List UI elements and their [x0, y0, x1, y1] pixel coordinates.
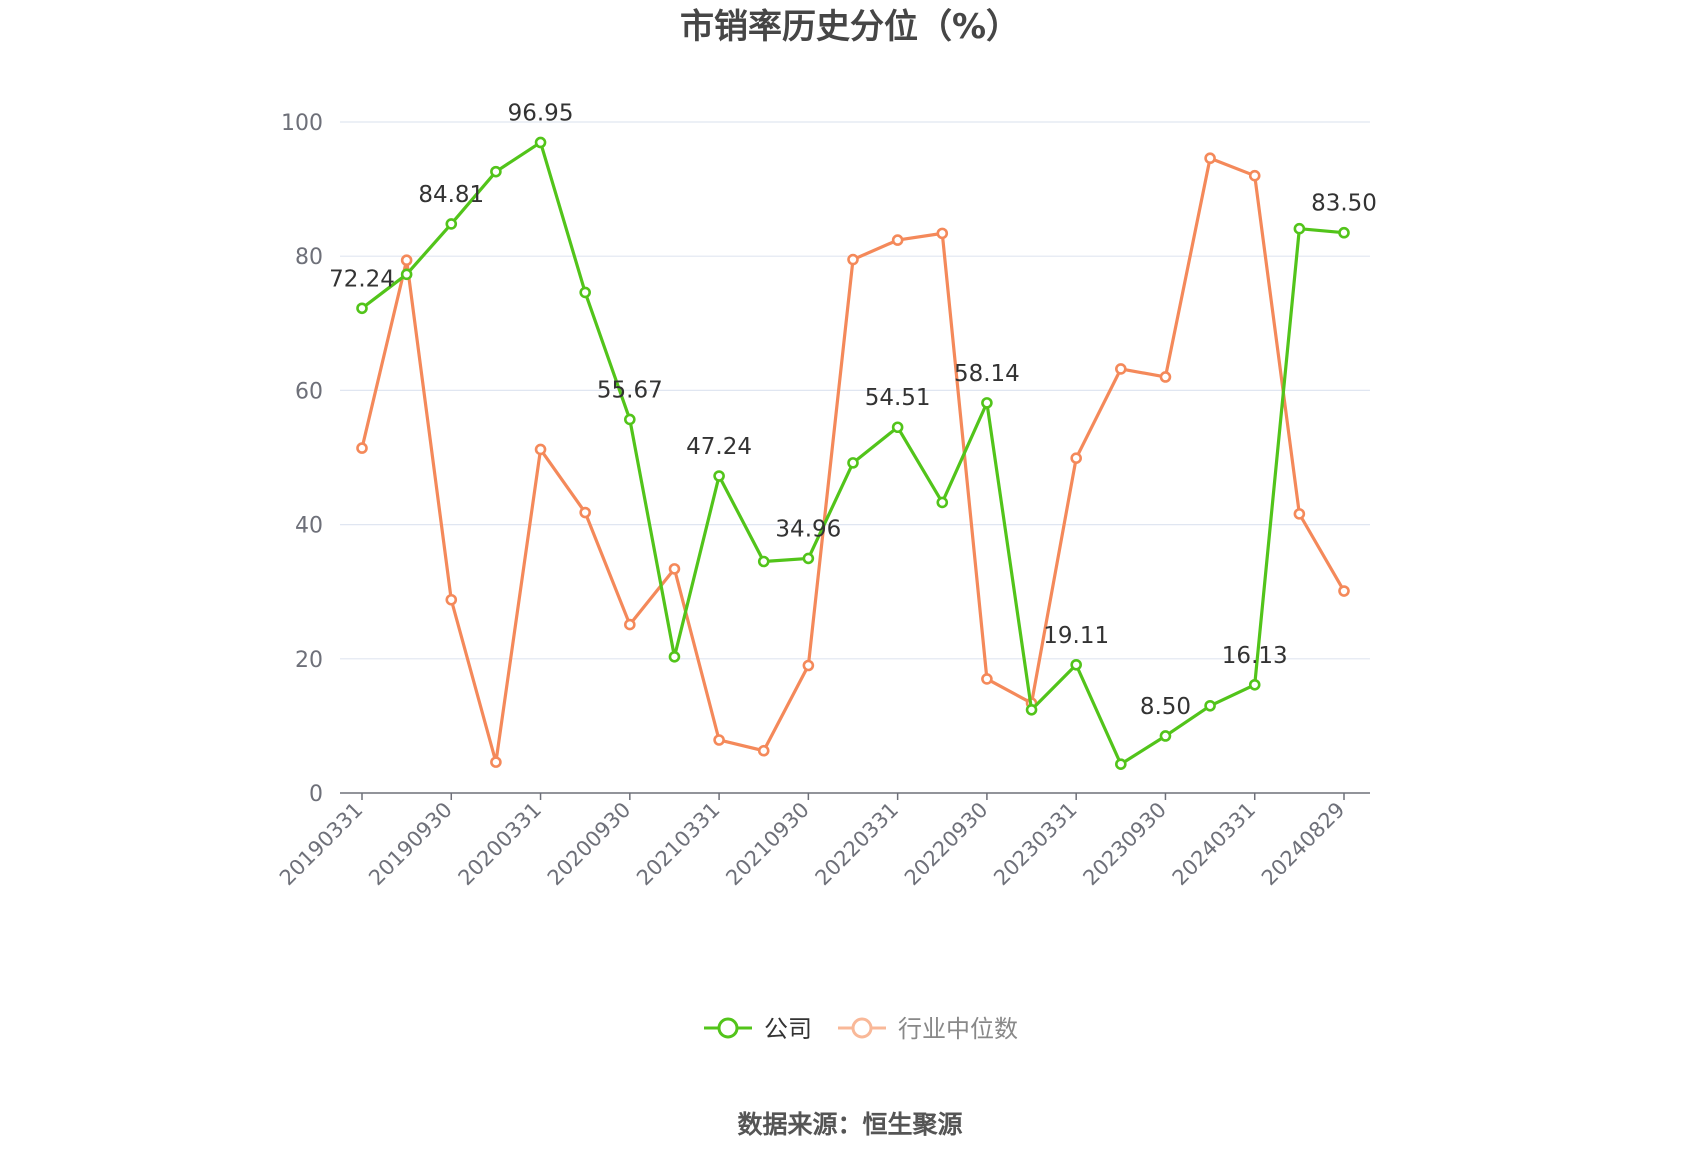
data-point[interactable] [400, 268, 413, 281]
data-point[interactable] [1248, 678, 1261, 691]
data-point[interactable] [534, 443, 547, 456]
data-point[interactable] [1115, 363, 1127, 375]
data-point[interactable] [936, 496, 949, 509]
data-point[interactable] [356, 442, 368, 454]
data-point[interactable] [445, 218, 458, 230]
data-label: 55.67 [597, 377, 663, 403]
series-industry-median [356, 152, 1350, 768]
data-point[interactable] [847, 253, 859, 266]
data-point[interactable] [891, 421, 904, 434]
data-point[interactable] [579, 286, 591, 299]
x-tick-label: 20240331 [1168, 798, 1261, 891]
x-tick-label: 20220930 [900, 798, 993, 891]
data-point[interactable] [1070, 452, 1082, 464]
data-point[interactable] [713, 734, 725, 746]
data-point[interactable] [891, 234, 904, 246]
data-point[interactable] [1070, 658, 1082, 671]
data-point[interactable] [802, 659, 815, 672]
data-label: 54.51 [865, 385, 931, 411]
data-label: 58.14 [954, 361, 1020, 387]
data-label: 19.11 [1043, 623, 1109, 649]
data-point[interactable] [579, 506, 591, 519]
y-axis: 0 20 40 60 80 100 [281, 111, 323, 807]
x-tick-label: 20210331 [632, 798, 725, 891]
x-tick-label: 20190331 [275, 798, 368, 891]
x-tick-label: 20200331 [454, 798, 547, 891]
x-tick-label: 20220331 [811, 798, 904, 891]
series-layer [356, 136, 1350, 770]
data-point[interactable] [1115, 758, 1127, 770]
data-point[interactable] [1159, 371, 1172, 383]
data-point[interactable] [936, 227, 949, 240]
y-tick-label: 80 [295, 245, 323, 270]
data-point[interactable] [1204, 152, 1216, 165]
data-point[interactable] [356, 302, 368, 315]
x-tick-label: 20190930 [364, 798, 457, 891]
data-point[interactable] [400, 254, 413, 267]
x-tick-label: 20240829 [1257, 798, 1350, 891]
y-tick-label: 100 [281, 111, 323, 136]
data-point[interactable] [802, 552, 815, 565]
data-point[interactable] [1248, 169, 1261, 182]
data-label: 84.81 [418, 182, 484, 208]
data-point[interactable] [534, 136, 547, 149]
data-point[interactable] [490, 756, 502, 768]
x-tick-label: 20230331 [989, 798, 1082, 891]
legend-item-company[interactable]: 公司 [704, 1015, 812, 1043]
legend-label-company: 公司 [764, 1015, 812, 1043]
grid-lines [340, 121, 1370, 660]
data-label: 96.95 [508, 100, 574, 126]
legend-item-industry-median[interactable]: 行业中位数 [838, 1015, 1018, 1043]
data-label: 72.24 [329, 266, 395, 292]
data-point[interactable] [1025, 703, 1038, 716]
data-point[interactable] [668, 563, 681, 575]
y-tick-label: 20 [295, 648, 323, 673]
data-point[interactable] [847, 457, 859, 469]
data-labels: 72.24 84.81 96.95 55.67 47.24 34.96 54.51 58.14… [329, 100, 1377, 719]
data-label: 8.50 [1140, 694, 1191, 720]
data-point[interactable] [757, 744, 770, 757]
y-tick-label: 40 [295, 514, 323, 539]
x-tick-label: 20200930 [543, 798, 636, 891]
data-label: 34.96 [775, 516, 841, 542]
data-point[interactable] [981, 397, 993, 409]
chart-title: 市销率历史分位（%） [680, 7, 1020, 47]
data-point[interactable] [1204, 699, 1216, 712]
x-axis: 2019033120190930202003312020093020210331… [275, 792, 1370, 891]
data-point[interactable] [668, 650, 681, 663]
data-source: 数据来源：恒生聚源 [737, 1110, 962, 1139]
series-company [356, 136, 1350, 770]
legend[interactable]: 公司 行业中位数 [704, 1015, 1018, 1043]
data-point[interactable] [757, 555, 770, 568]
data-point[interactable] [624, 413, 636, 426]
y-tick-label: 60 [295, 379, 323, 404]
data-point[interactable] [1293, 222, 1306, 235]
legend-marker-industry [851, 1017, 873, 1039]
data-label: 83.50 [1311, 191, 1377, 217]
data-point[interactable] [490, 165, 502, 178]
x-tick-label: 20230930 [1078, 798, 1171, 891]
data-point[interactable] [1293, 508, 1306, 520]
data-point[interactable] [1159, 730, 1172, 742]
data-point[interactable] [981, 673, 993, 685]
data-label: 47.24 [686, 434, 752, 460]
data-point[interactable] [1338, 226, 1350, 239]
data-point[interactable] [445, 593, 458, 606]
data-point[interactable] [1338, 585, 1350, 597]
y-tick-label: 0 [309, 782, 323, 807]
data-point[interactable] [624, 618, 636, 631]
x-tick-label: 20210930 [721, 798, 814, 891]
data-point[interactable] [713, 470, 725, 482]
legend-marker-company [717, 1017, 739, 1039]
legend-label-industry: 行业中位数 [898, 1015, 1018, 1043]
data-label: 16.13 [1222, 643, 1288, 669]
